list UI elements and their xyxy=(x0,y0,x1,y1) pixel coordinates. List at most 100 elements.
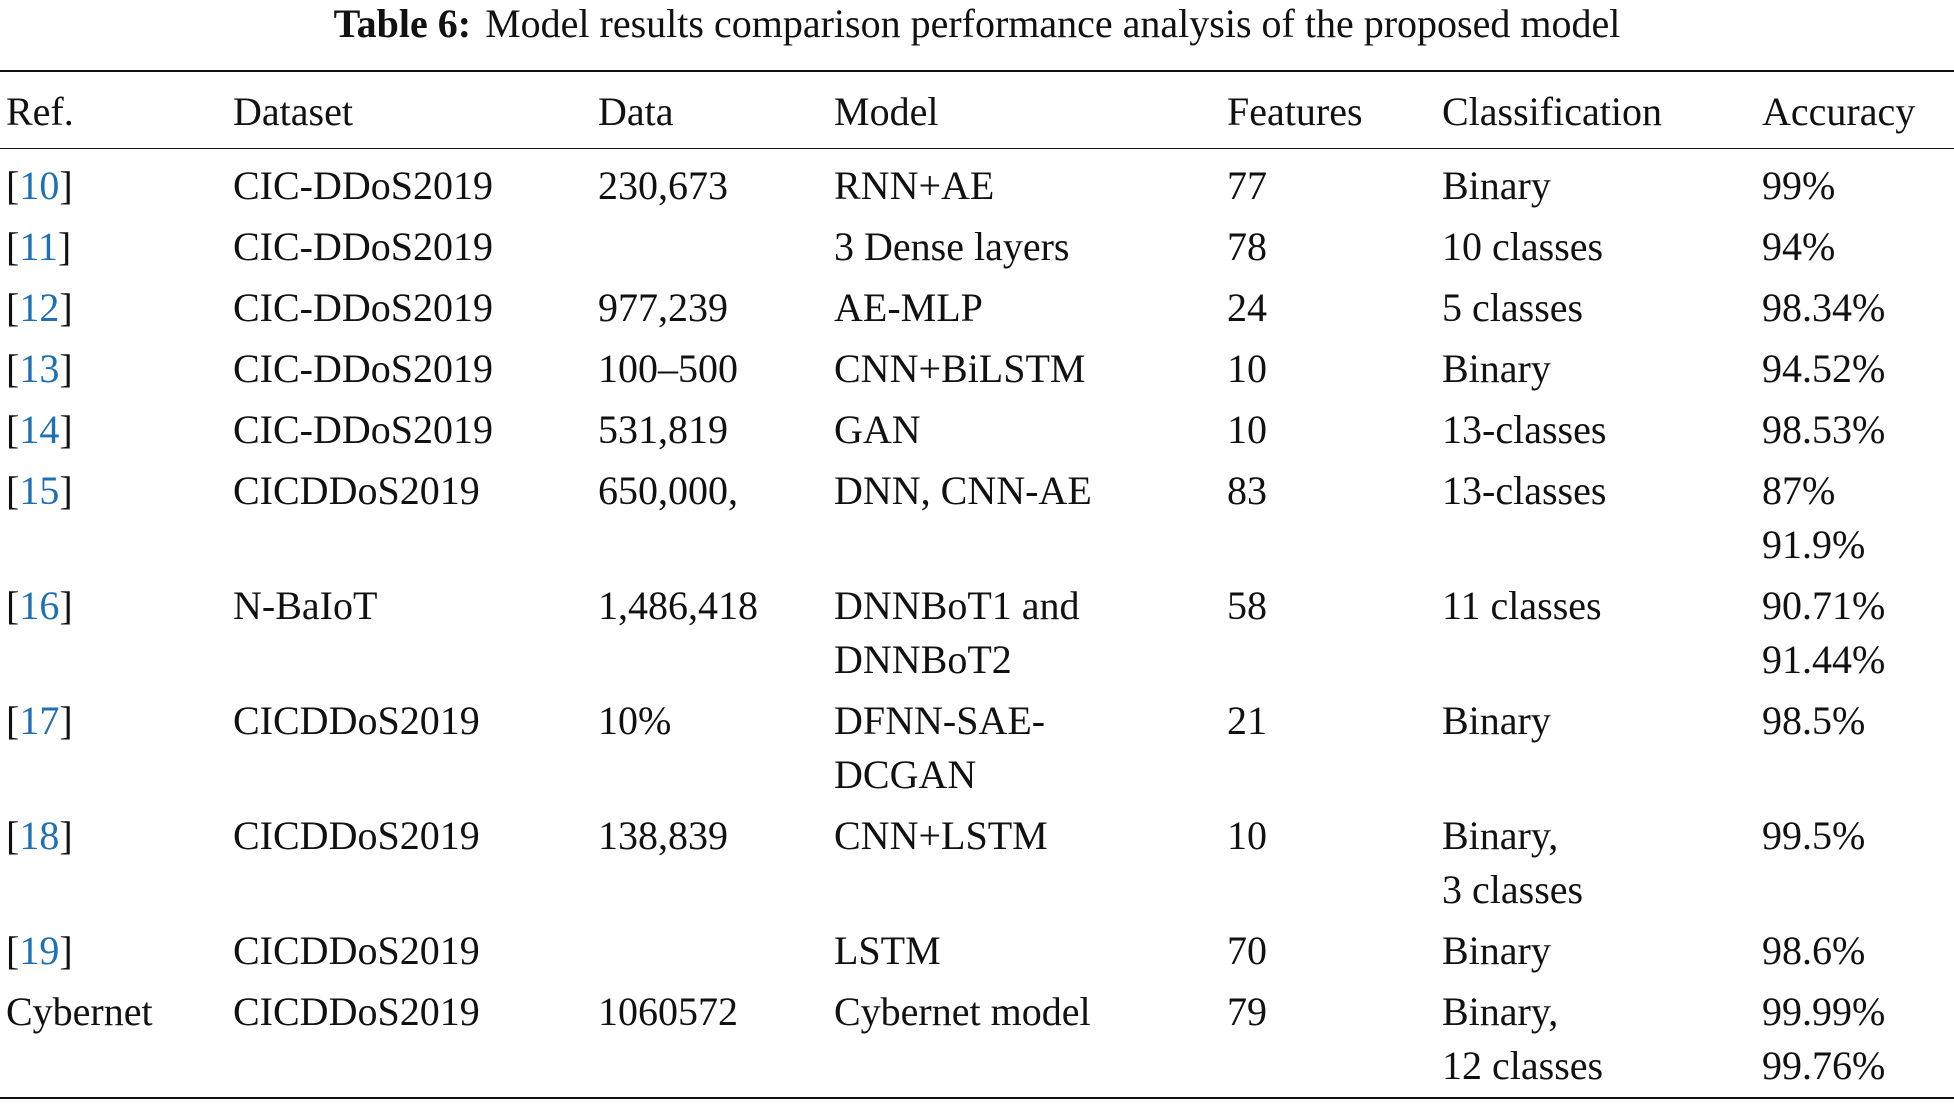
table-cell: 90.71% 91.44% xyxy=(1756,576,1954,691)
table-row: [10] CIC-DDoS2019 230,673 RNN+AE 77 Binary 99% xyxy=(0,149,1954,217)
table-cell: 77 xyxy=(1221,149,1436,217)
table-cell: 100–500 xyxy=(592,339,828,400)
cell-line: 10% xyxy=(598,698,672,743)
ref-link[interactable]: 11 xyxy=(19,224,58,269)
cell-line: Binary, xyxy=(1442,813,1559,858)
ref-text: [ xyxy=(6,224,20,269)
ref-cell: [12] xyxy=(0,278,227,339)
cell-line: DFNN-SAE- xyxy=(834,698,1046,743)
table-cell xyxy=(592,217,828,278)
table-cell: 3 Dense layers xyxy=(828,217,1221,278)
header-cell: Data xyxy=(598,89,674,134)
cell-line: 650,000, xyxy=(598,468,738,513)
cell-line: 5 classes xyxy=(1442,285,1584,330)
cell-line: Binary xyxy=(1442,928,1551,973)
header-cell: Classification xyxy=(1442,89,1662,134)
table-cell: 230,673 xyxy=(592,149,828,217)
table-row: [12] CIC-DDoS2019 977,239 AE-MLP 24 5 classes… xyxy=(0,278,1954,339)
ref-text: [ xyxy=(6,928,20,973)
table-cell: CICDDoS2019 xyxy=(227,982,592,1098)
table-row: [15] CICDDoS2019 650,000, DNN, CNN-AE 83 13-c… xyxy=(0,461,1954,576)
table-cell: CNN+BiLSTM xyxy=(828,339,1221,400)
cell-line: 94.52% xyxy=(1762,346,1886,391)
table-cell: AE-MLP xyxy=(828,278,1221,339)
cell-line: AE-MLP xyxy=(834,285,983,330)
ref-text: [ xyxy=(6,698,20,743)
cell-line: 11 classes xyxy=(1442,583,1602,628)
table-cell: 94% xyxy=(1756,217,1954,278)
ref-cell: [18] xyxy=(0,806,227,921)
table-cell: 58 xyxy=(1221,576,1436,691)
caption-text: Model results comparison performance ana… xyxy=(485,1,1621,46)
table-cell: 10 classes xyxy=(1436,217,1756,278)
cell-line: 10 xyxy=(1227,346,1267,391)
ref-link[interactable]: 14 xyxy=(19,407,60,452)
cell-line: 531,819 xyxy=(598,407,728,452)
ref-text: [ xyxy=(6,285,20,330)
cell-line: 1060572 xyxy=(598,989,738,1034)
table-row: [11] CIC-DDoS2019 3 Dense layers 78 10 class… xyxy=(0,217,1954,278)
cell-line: Binary, xyxy=(1442,989,1559,1034)
ref-text: [ xyxy=(6,468,20,513)
header-cell: Accuracy xyxy=(1762,89,1916,134)
ref-link[interactable]: 16 xyxy=(19,583,60,628)
table-cell: CIC-DDoS2019 xyxy=(227,400,592,461)
cell-line: 99% xyxy=(1762,163,1836,208)
cell-line: 100–500 xyxy=(598,346,738,391)
table-cell: CIC-DDoS2019 xyxy=(227,278,592,339)
table-row: [17] CICDDoS2019 10% DFNN-SAE- DCGAN 21 Binary… xyxy=(0,691,1954,806)
cell-line: DNNBoT1 and xyxy=(834,583,1080,628)
cell-line: CICDDoS2019 xyxy=(233,468,480,513)
cell-line: 230,673 xyxy=(598,163,728,208)
ref-cell: [17] xyxy=(0,691,227,806)
table-cell: N-BaIoT xyxy=(227,576,592,691)
table-cell: 99.5% xyxy=(1756,806,1954,921)
table-cell: 650,000, xyxy=(592,461,828,576)
ref-text: ] xyxy=(59,813,73,858)
table-cell: 70 xyxy=(1221,921,1436,982)
ref-cell: [19] xyxy=(0,921,227,982)
cell-line: CIC-DDoS2019 xyxy=(233,224,494,269)
table-cell: CIC-DDoS2019 xyxy=(227,149,592,217)
ref-link[interactable]: 19 xyxy=(19,928,60,973)
ref-cell: [11] xyxy=(0,217,227,278)
ref-text: ] xyxy=(59,468,73,513)
table-cell: 78 xyxy=(1221,217,1436,278)
cell-line: CIC-DDoS2019 xyxy=(233,407,494,452)
ref-link[interactable]: 12 xyxy=(19,285,60,330)
ref-link[interactable]: 10 xyxy=(19,163,60,208)
cell-line: CIC-DDoS2019 xyxy=(233,346,494,391)
table-cell: 98.6% xyxy=(1756,921,1954,982)
ref-text: ] xyxy=(59,407,73,452)
table-cell: 99% xyxy=(1756,149,1954,217)
cell-line: 13-classes xyxy=(1442,468,1607,513)
table-cell: 98.34% xyxy=(1756,278,1954,339)
table-cell: 94.52% xyxy=(1756,339,1954,400)
cell-line: DCGAN xyxy=(834,752,977,797)
table-row: [19] CICDDoS2019 LSTM 70 Binary 98.6% xyxy=(0,921,1954,982)
cell-line: CIC-DDoS2019 xyxy=(233,285,494,330)
table-cell: 1,486,418 xyxy=(592,576,828,691)
table-row: Cybernet CICDDoS2019 1060572 Cybernet model… xyxy=(0,982,1954,1098)
ref-cell: [16] xyxy=(0,576,227,691)
ref-link[interactable]: 18 xyxy=(19,813,60,858)
table-cell: Binary xyxy=(1436,339,1756,400)
cell-line: 78 xyxy=(1227,224,1267,269)
ref-text: ] xyxy=(59,928,73,973)
ref-cell: [13] xyxy=(0,339,227,400)
ref-link[interactable]: 15 xyxy=(19,468,60,513)
cell-line: Binary xyxy=(1442,163,1551,208)
table-cell: GAN xyxy=(828,400,1221,461)
ref-link[interactable]: 13 xyxy=(19,346,60,391)
cell-line: 91.9% xyxy=(1762,522,1866,567)
ref-cell: [10] xyxy=(0,149,227,217)
cell-line: 87% xyxy=(1762,468,1836,513)
cell-line: CICDDoS2019 xyxy=(233,989,480,1034)
table-cell: 10 xyxy=(1221,339,1436,400)
table-body: [10] CIC-DDoS2019 230,673 RNN+AE 77 Binary 99%… xyxy=(0,149,1954,1098)
ref-link[interactable]: 17 xyxy=(19,698,60,743)
ref-cell: [15] xyxy=(0,461,227,576)
ref-text: ] xyxy=(59,346,73,391)
cell-line: Binary xyxy=(1442,698,1551,743)
